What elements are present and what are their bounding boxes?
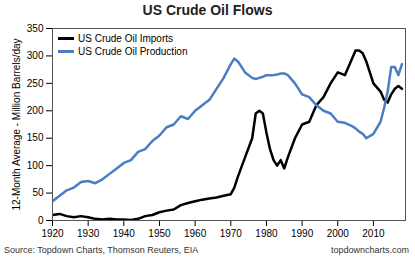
svg-text:2000: 2000	[327, 228, 350, 239]
svg-text:350: 350	[27, 23, 44, 34]
svg-text:50: 50	[32, 187, 44, 198]
svg-text:1970: 1970	[220, 228, 243, 239]
svg-text:300: 300	[27, 50, 44, 61]
svg-text:1940: 1940	[113, 228, 136, 239]
svg-text:2010: 2010	[362, 228, 385, 239]
svg-text:1920: 1920	[41, 228, 64, 239]
svg-text:12-Month Average - Million Bar: 12-Month Average - Million Barrels/day	[11, 38, 22, 210]
svg-text:1930: 1930	[77, 228, 100, 239]
svg-text:150: 150	[27, 132, 44, 143]
svg-text:1990: 1990	[291, 228, 314, 239]
html-text:US Crude Oil Production: US Crude Oil Production	[78, 46, 188, 57]
html-text:US Crude Oil Flows: US Crude Oil Flows	[142, 2, 273, 18]
svg-text:1980: 1980	[255, 228, 278, 239]
svg-text:1950: 1950	[148, 228, 171, 239]
html-text:Source: Topdown Charts, Thomso: Source: Topdown Charts, Thomson Reuters,…	[4, 245, 199, 255]
html-text:US Crude Oil Imports: US Crude Oil Imports	[78, 33, 173, 44]
html-text:topdowncharts.com: topdowncharts.com	[331, 245, 409, 255]
svg-text:200: 200	[27, 105, 44, 116]
svg-text:0: 0	[38, 215, 44, 226]
svg-text:250: 250	[27, 78, 44, 89]
svg-text:1960: 1960	[184, 228, 207, 239]
svg-text:100: 100	[27, 160, 44, 171]
